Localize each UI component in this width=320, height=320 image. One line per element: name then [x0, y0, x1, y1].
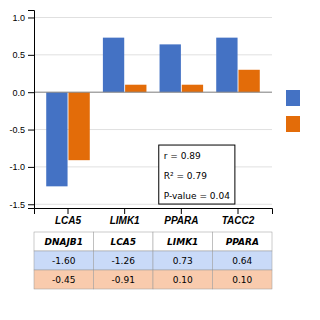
tick: -0.5: [9, 125, 34, 135]
y-axis: -1.5 -1.0 -0.5 0.0 0.5 1.0: [9, 11, 34, 210]
table-text: 0.64: [232, 256, 252, 266]
tick-mark: [28, 17, 34, 18]
tick-mark: [28, 167, 34, 168]
table-cell: [34, 251, 94, 270]
legend: [286, 90, 300, 132]
tick: LIMK1: [110, 208, 140, 226]
table-cell: [34, 270, 94, 289]
table-header-cell: [34, 232, 94, 251]
table-text: -0.91: [112, 275, 135, 285]
table-cell: [213, 251, 273, 270]
axis-line: [35, 209, 273, 215]
tick-label: TACC2: [222, 215, 255, 226]
bar: [216, 38, 237, 93]
tick-mark: [68, 208, 69, 214]
table-header-cell: [153, 232, 213, 251]
tick-mark: [124, 208, 125, 214]
table-header: LIMK1: [167, 237, 198, 247]
table-text: -0.45: [52, 275, 75, 285]
table-text: 0.10: [173, 275, 193, 285]
table-header: LCA5: [110, 237, 136, 247]
x-axis: LCA5 LIMK1 PPARA TACC2: [35, 208, 273, 226]
tick: LCA5: [55, 208, 82, 226]
tick-label: LIMK1: [110, 215, 140, 226]
tick-label: 0.5: [12, 50, 25, 60]
tick: 0.0: [12, 88, 34, 98]
grid-line: [34, 17, 272, 18]
table-cell: [153, 251, 213, 270]
annotation: R² = 0.79: [164, 171, 207, 181]
bar: [125, 85, 146, 92]
tick-label: PPARA: [164, 215, 198, 226]
table-header: PPARA: [226, 237, 259, 247]
table-text: 0.73: [173, 256, 193, 266]
tick: 0.5: [12, 50, 34, 60]
tick: -1.5: [9, 200, 34, 210]
stats-box: r = 0.89 R² = 0.79 P-value = 0.04: [159, 145, 235, 204]
table-cell: [94, 270, 154, 289]
table-text: -1.26: [112, 256, 136, 266]
tick-label: LCA5: [55, 215, 82, 226]
tick: -1.0: [9, 162, 34, 172]
grid: [34, 17, 272, 204]
annotation: P-value = 0.04: [164, 191, 230, 201]
table-header-cell: [213, 232, 273, 251]
grid-line: [34, 92, 272, 93]
tick-label: 1.0: [12, 13, 25, 23]
axis-line: [28, 11, 35, 209]
table-header: DNAJB1: [45, 237, 83, 247]
tick-mark: [238, 208, 239, 214]
tick-label: -0.5: [9, 125, 25, 135]
tick: TACC2: [222, 208, 255, 226]
table-text: -1.60: [52, 256, 76, 266]
tick-mark: [28, 204, 34, 205]
tick-mark: [181, 208, 182, 214]
bar: [103, 38, 124, 93]
table-text: 0.10: [232, 275, 252, 285]
table: DNAJB1 LCA5 LIMK1 PPARA -1.60 -1.26 0.73 0.64 -0…: [34, 232, 272, 289]
stats-frame: [159, 145, 235, 204]
bar: [160, 44, 181, 92]
tick-mark: [28, 92, 34, 93]
tick-label: -1.0: [9, 162, 25, 172]
tick-label: -1.5: [9, 200, 25, 210]
grid-line: [34, 204, 272, 205]
tick-mark: [28, 55, 34, 56]
legend-swatch: [286, 116, 300, 132]
annotation: r = 0.89: [164, 151, 201, 161]
table-cell: [213, 270, 273, 289]
chart: -1.5 -1.0 -0.5 0.0 0.5 1.0 LCA5 LIMK1 PPARA TACC2…: [0, 0, 320, 320]
bar: [182, 85, 203, 92]
zero-line: [34, 92, 272, 93]
legend-swatch: [286, 90, 300, 106]
bar: [46, 92, 67, 186]
table-cell: [94, 251, 154, 270]
table-cell: [153, 270, 213, 289]
bar: [68, 92, 89, 160]
tick: PPARA: [164, 208, 198, 226]
table-header-cell: [94, 232, 154, 251]
grid-line: [34, 166, 272, 167]
bar: [238, 70, 259, 92]
tick-label: 0.0: [12, 88, 25, 98]
tick: 1.0: [12, 13, 34, 23]
tick-mark: [28, 130, 34, 131]
